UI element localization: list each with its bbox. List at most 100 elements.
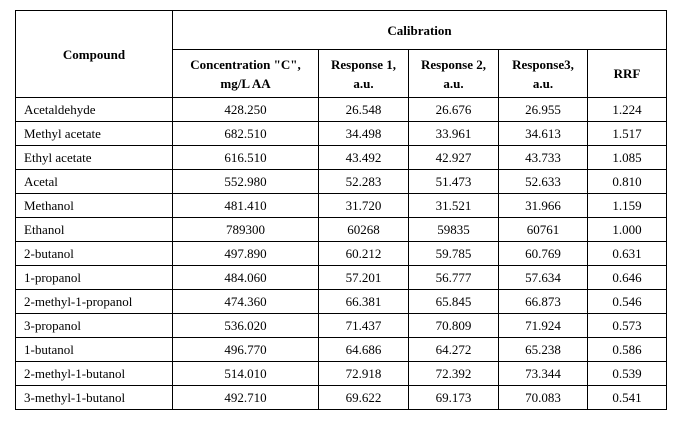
value-cell: 71.437 — [318, 313, 409, 338]
value-cell: 60268 — [318, 217, 409, 242]
value-cell: 31.521 — [408, 193, 499, 218]
value-cell: 0.586 — [586, 337, 668, 362]
table-row: 3-propanol 536.020 71.437 70.809 71.924 0.573 — [15, 313, 668, 338]
value-cell: 484.060 — [172, 265, 319, 290]
table-row: 2-methyl-1-propanol 474.360 66.381 65.845 66… — [15, 289, 668, 314]
value-cell: 536.020 — [172, 313, 319, 338]
value-cell: 481.410 — [172, 193, 319, 218]
compound-cell: Methyl acetate — [15, 121, 173, 146]
value-cell: 31.720 — [318, 193, 409, 218]
value-cell: 26.676 — [408, 97, 499, 122]
header-cell: Response 2, a.u. — [408, 49, 499, 98]
header-cell: Response3, a.u. — [498, 49, 588, 98]
value-cell: 0.539 — [586, 361, 668, 386]
table-row: 2-methyl-1-butanol 514.010 72.918 72.392 73.… — [15, 361, 668, 386]
value-cell: 42.927 — [408, 145, 499, 170]
value-cell: 71.924 — [498, 313, 588, 338]
value-cell: 474.360 — [172, 289, 319, 314]
compound-cell: 3-propanol — [15, 313, 173, 338]
value-cell: 70.083 — [498, 385, 588, 410]
value-cell: 59835 — [408, 217, 499, 242]
value-cell: 514.010 — [172, 361, 319, 386]
value-cell: 34.498 — [318, 121, 409, 146]
value-cell: 1.000 — [586, 217, 668, 242]
header-cell: RRF — [586, 49, 668, 98]
table-row: 1-propanol 484.060 57.201 56.777 57.634 0.646 — [15, 265, 668, 290]
value-cell: 428.250 — [172, 97, 319, 122]
header-cell: Compound — [15, 10, 173, 98]
value-cell: 1.517 — [586, 121, 668, 146]
table-row: Ethyl acetate 616.510 43.492 42.927 43.733 1.… — [15, 145, 668, 170]
value-cell: 57.634 — [498, 265, 588, 290]
table-row: Methanol 481.410 31.720 31.521 31.966 1.159 — [15, 193, 668, 218]
value-cell: 0.541 — [586, 385, 668, 410]
value-cell: 66.381 — [318, 289, 409, 314]
compound-cell: Acetaldehyde — [15, 97, 173, 122]
value-cell: 496.770 — [172, 337, 319, 362]
value-cell: 492.710 — [172, 385, 319, 410]
value-cell: 57.201 — [318, 265, 409, 290]
value-cell: 64.686 — [318, 337, 409, 362]
table-row: Acetaldehyde 428.250 26.548 26.676 26.955 1.2… — [15, 97, 668, 122]
table-row: 3-methyl-1-butanol 492.710 69.622 69.173 70.… — [15, 385, 668, 410]
header-cell: Concentration "C", mg/L AA — [172, 49, 319, 98]
value-cell: 52.633 — [498, 169, 588, 194]
value-cell: 43.733 — [498, 145, 588, 170]
table-row: Ethanol 789300 60268 59835 60761 1.000 — [15, 217, 668, 242]
value-cell: 59.785 — [408, 241, 499, 266]
value-cell: 33.961 — [408, 121, 499, 146]
value-cell: 65.845 — [408, 289, 499, 314]
compound-cell: 1-butanol — [15, 337, 173, 362]
value-cell: 0.810 — [586, 169, 668, 194]
value-cell: 52.283 — [318, 169, 409, 194]
value-cell: 31.966 — [498, 193, 588, 218]
value-cell: 43.492 — [318, 145, 409, 170]
header-cell: Response 1, a.u. — [318, 49, 409, 98]
table-row: 2-butanol 497.890 60.212 59.785 60.769 0.631 — [15, 241, 668, 266]
compound-cell: 2-methyl-1-propanol — [15, 289, 173, 314]
table-row: Methyl acetate 682.510 34.498 33.961 34.613 1… — [15, 121, 668, 146]
value-cell: 65.238 — [498, 337, 588, 362]
value-cell: 0.573 — [586, 313, 668, 338]
table-row: 1-butanol 496.770 64.686 64.272 65.238 0.586 — [15, 337, 668, 362]
value-cell: 616.510 — [172, 145, 319, 170]
value-cell: 64.272 — [408, 337, 499, 362]
value-cell: 56.777 — [408, 265, 499, 290]
value-cell: 0.546 — [586, 289, 668, 314]
value-cell: 70.809 — [408, 313, 499, 338]
compound-cell: Ethyl acetate — [15, 145, 173, 170]
value-cell: 72.918 — [318, 361, 409, 386]
value-cell: 497.890 — [172, 241, 319, 266]
value-cell: 73.344 — [498, 361, 588, 386]
value-cell: 0.631 — [586, 241, 668, 266]
value-cell: 51.473 — [408, 169, 499, 194]
value-cell: 72.392 — [408, 361, 499, 386]
value-cell: 789300 — [172, 217, 319, 242]
value-cell: 0.646 — [586, 265, 668, 290]
compound-cell: 1-propanol — [15, 265, 173, 290]
value-cell: 69.173 — [408, 385, 499, 410]
compound-cell: Methanol — [15, 193, 173, 218]
value-cell: 552.980 — [172, 169, 319, 194]
table-row: Acetal 552.980 52.283 51.473 52.633 0.810 — [15, 169, 668, 194]
value-cell: 682.510 — [172, 121, 319, 146]
value-cell: 26.548 — [318, 97, 409, 122]
value-cell: 60.769 — [498, 241, 588, 266]
compound-cell: 2-butanol — [15, 241, 173, 266]
calibration-table: Compound Calibration Concentration "C", … — [15, 10, 668, 410]
value-cell: 60761 — [498, 217, 588, 242]
value-cell: 34.613 — [498, 121, 588, 146]
value-cell: 1.159 — [586, 193, 668, 218]
compound-cell: Acetal — [15, 169, 173, 194]
compound-cell: 2-methyl-1-butanol — [15, 361, 173, 386]
value-cell: 69.622 — [318, 385, 409, 410]
value-cell: 66.873 — [498, 289, 588, 314]
value-cell: 60.212 — [318, 241, 409, 266]
value-cell: 1.085 — [586, 145, 668, 170]
compound-cell: 3-methyl-1-butanol — [15, 385, 173, 410]
value-cell: 26.955 — [498, 97, 588, 122]
value-cell: 1.224 — [586, 97, 668, 122]
group-header: Calibration — [171, 10, 668, 50]
compound-cell: Ethanol — [15, 217, 173, 242]
